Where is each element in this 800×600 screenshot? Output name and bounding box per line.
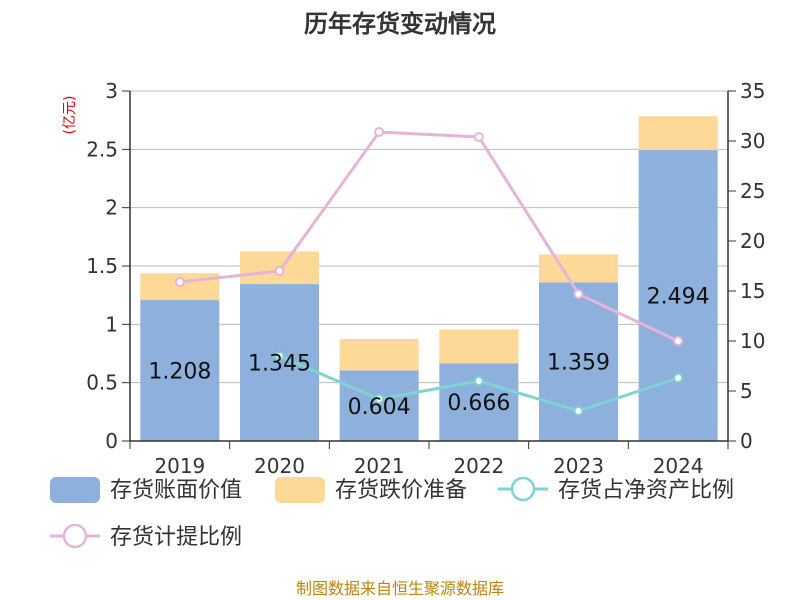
bar-provision — [638, 116, 718, 151]
legend-label: 存货计提比例 — [110, 525, 242, 550]
left-tick-label: 2 — [105, 196, 118, 220]
legend-item[interactable]: 存货占净资产比例 — [498, 476, 734, 503]
line-provision-ratio — [179, 130, 679, 343]
left-tick-label: 1 — [105, 312, 118, 336]
point-provision-ratio — [274, 266, 285, 276]
x-tick-label: 2021 — [354, 454, 405, 478]
data-label-book-value: 1.208 — [148, 360, 211, 385]
source-footer: 制图数据来自恒生聚源数据库 — [296, 579, 504, 598]
bar-provision — [339, 339, 419, 371]
legend-label: 存货跌价准备 — [335, 478, 467, 503]
x-tick-label: 2019 — [154, 454, 205, 478]
point-provision-ratio — [473, 132, 484, 142]
left-axis-unit: (亿元) — [62, 96, 78, 135]
legend-item[interactable]: 存货账面价值 — [50, 477, 242, 503]
right-tick-label: 5 — [740, 379, 753, 403]
right-tick-label: 10 — [740, 329, 765, 353]
left-tick-label: 0.5 — [86, 371, 118, 395]
legend-label: 存货占净资产比例 — [558, 478, 734, 503]
x-tick-label: 2023 — [553, 454, 604, 478]
bar-book-value — [240, 284, 319, 441]
bar-provision — [539, 254, 618, 283]
left-tick-label: 1.5 — [86, 254, 118, 278]
x-tick-label: 2020 — [254, 454, 305, 478]
right-tick-label: 15 — [740, 279, 765, 303]
right-tick-label: 25 — [740, 179, 765, 203]
legend-marker — [62, 523, 88, 549]
data-label-book-value: 0.666 — [447, 391, 510, 416]
data-label-book-value: 2.494 — [647, 285, 710, 310]
legend-item[interactable]: 存货计提比例 — [50, 523, 242, 550]
left-tick-label: 0 — [105, 429, 118, 453]
right-tick-label: 20 — [740, 229, 765, 253]
data-label-book-value: 0.604 — [348, 395, 411, 420]
point-ratio-net-assets — [274, 351, 285, 361]
bar-book-value — [140, 300, 220, 441]
data-labels: 1.208 1.345 0.604 0.666 1.359 2.494 — [148, 285, 709, 420]
lines — [174, 127, 684, 416]
left-tick-label: 3 — [105, 79, 118, 103]
point-ratio-net-assets — [374, 394, 385, 404]
bar-provision — [439, 329, 519, 364]
legend-marker — [510, 476, 536, 502]
point-ratio-net-assets — [473, 376, 484, 386]
point-provision-ratio — [174, 277, 185, 287]
legend-item[interactable]: 存货跌价准备 — [275, 477, 467, 503]
legend-swatch — [275, 477, 325, 503]
grid-lines — [130, 90, 728, 384]
point-provision-ratio — [573, 289, 584, 299]
point-provision-ratio — [673, 336, 684, 346]
bar-book-value — [339, 370, 419, 441]
data-label-book-value: 1.359 — [547, 351, 610, 376]
bar-book-value — [638, 150, 718, 442]
point-ratio-net-assets — [573, 406, 584, 416]
legend-swatch — [50, 477, 100, 503]
x-tick-label: 2022 — [453, 454, 504, 478]
point-provision-ratio — [374, 127, 385, 137]
point-ratio-net-assets — [673, 373, 684, 383]
x-tick-label: 2024 — [653, 454, 704, 478]
legend-label: 存货账面价值 — [110, 478, 242, 503]
right-tick-label: 35 — [740, 79, 765, 103]
bars — [140, 116, 718, 442]
data-label-book-value: 1.345 — [248, 352, 311, 377]
left-tick-label: 2.5 — [86, 137, 118, 161]
right-tick-label: 0 — [740, 429, 753, 453]
right-tick-label: 30 — [740, 129, 765, 153]
chart-title: 历年存货变动情况 — [304, 10, 496, 38]
